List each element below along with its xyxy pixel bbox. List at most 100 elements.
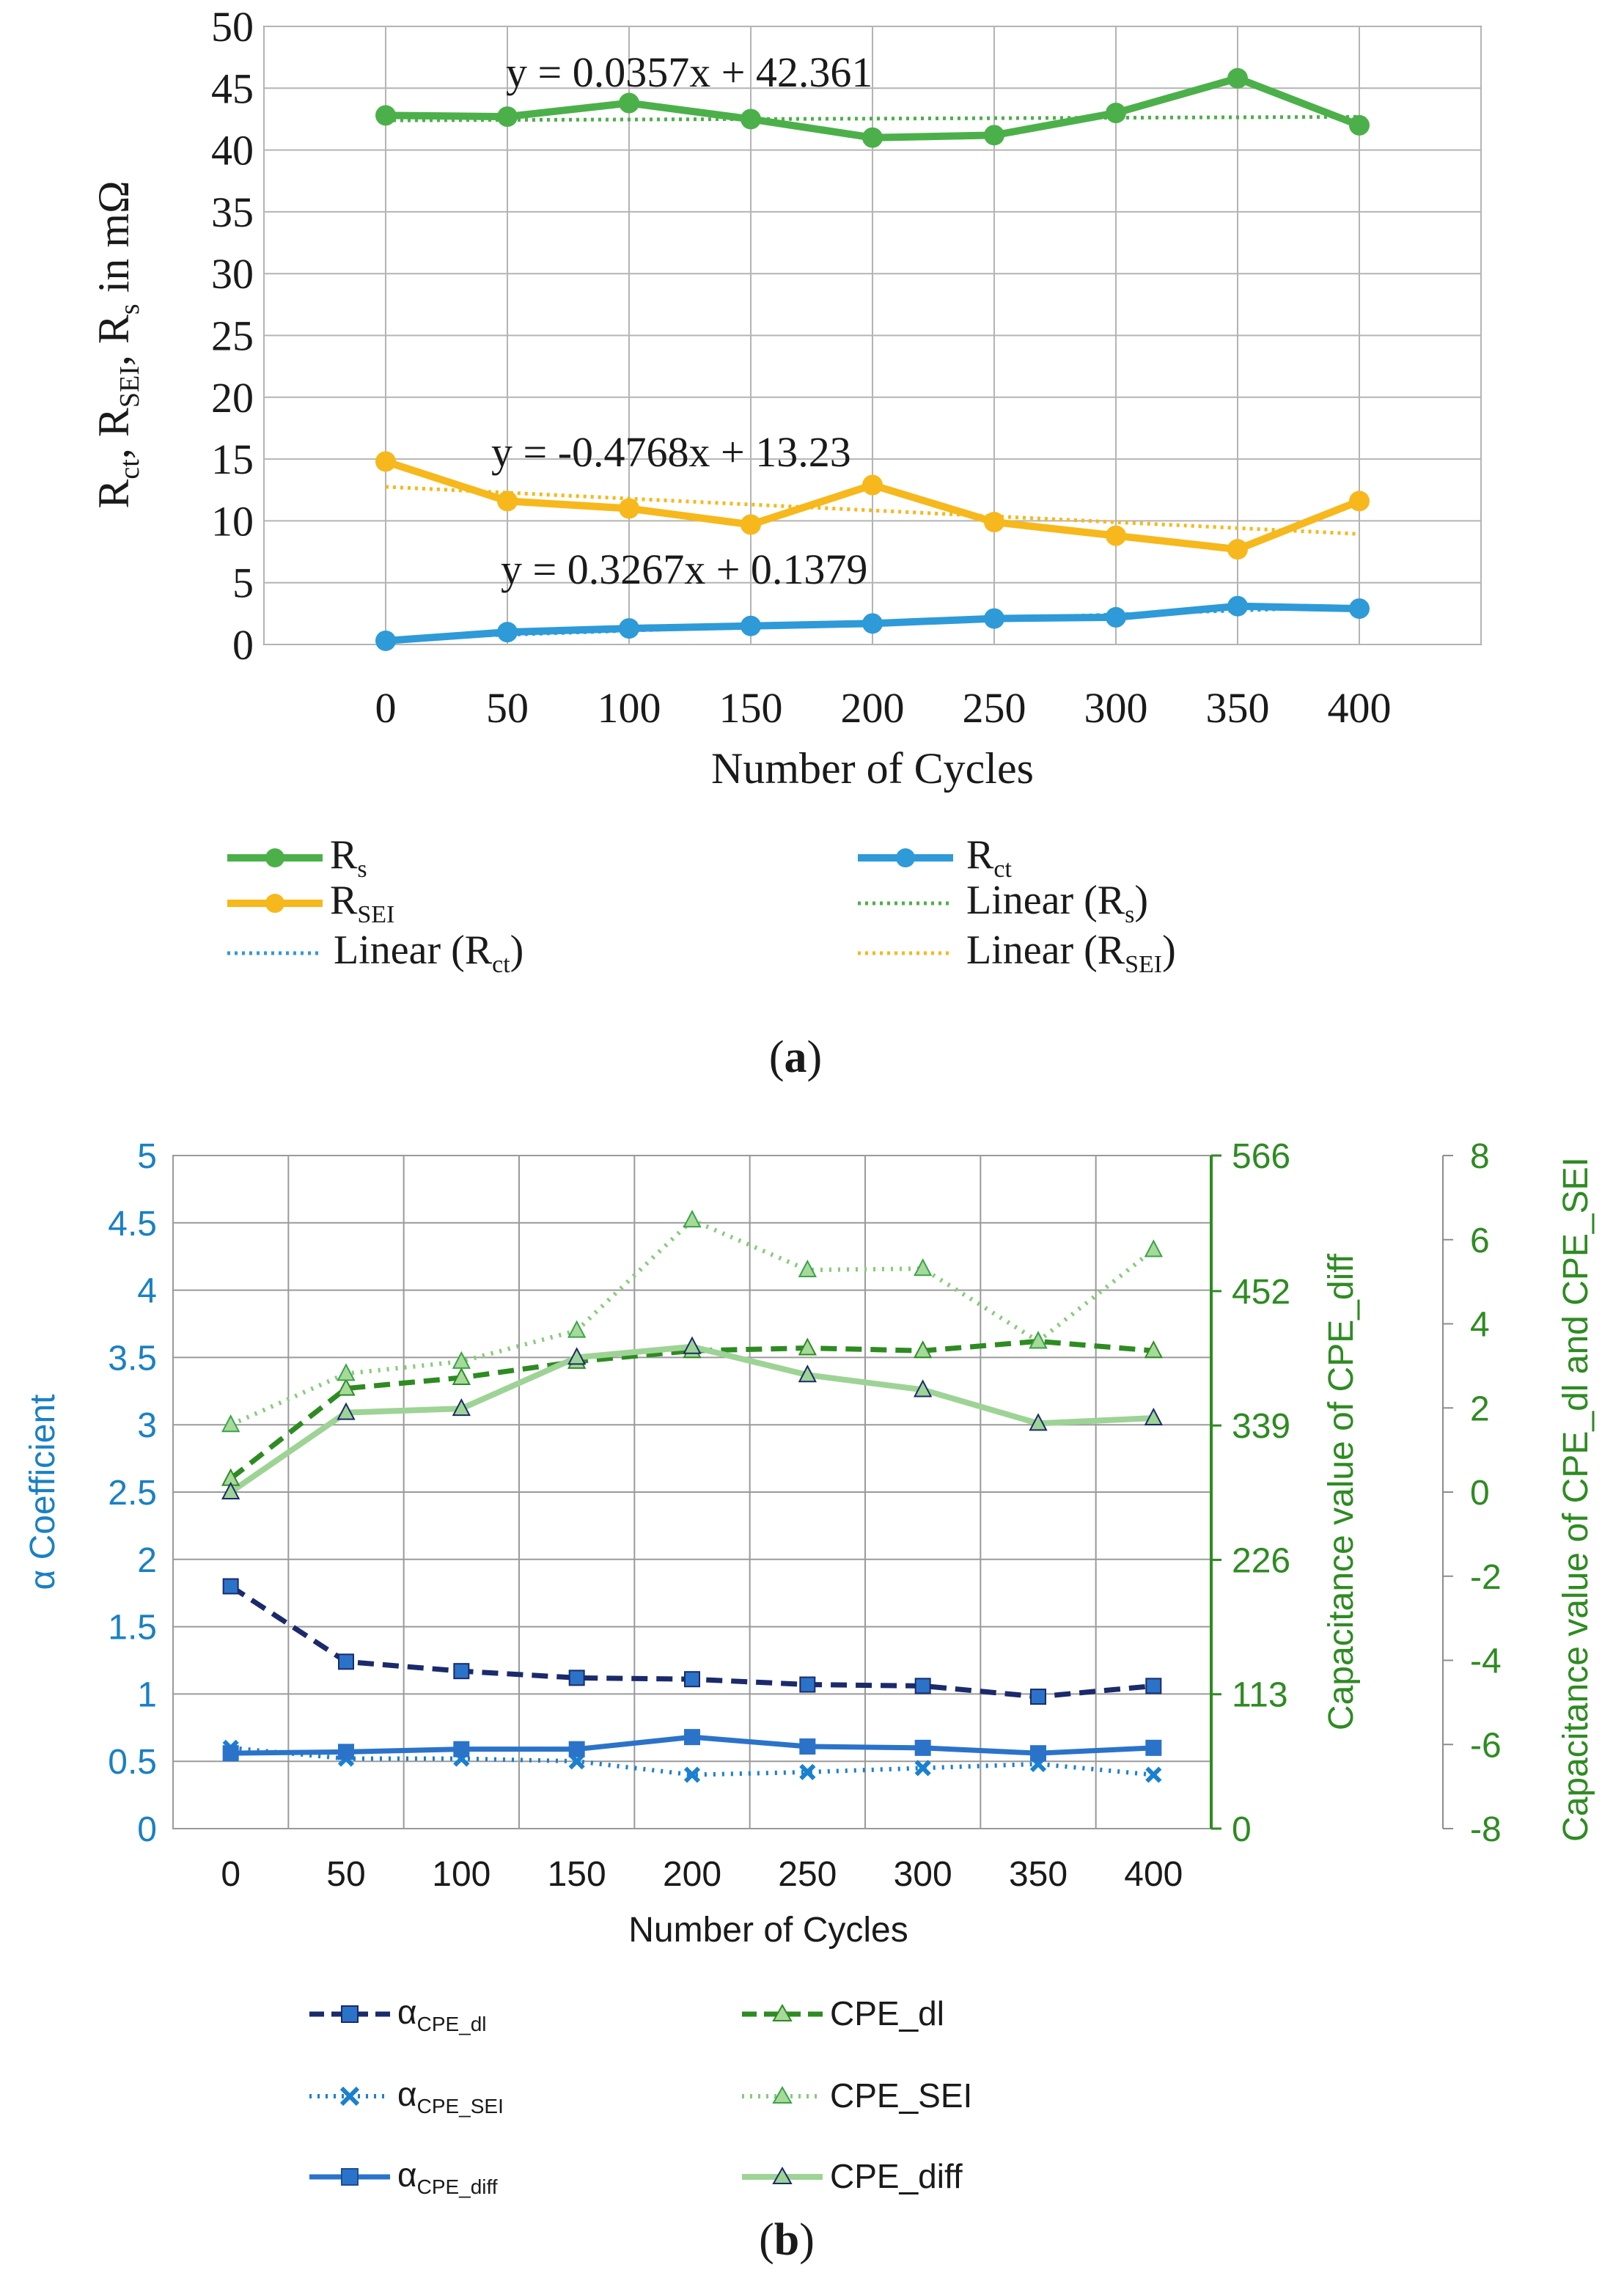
x-tick-label-b: 350 bbox=[1009, 1855, 1068, 1894]
legend-b-alpha-sei-marker bbox=[339, 2086, 360, 2106]
point-cpe-diff bbox=[798, 1364, 817, 1383]
x-tick-label-a: 100 bbox=[598, 684, 661, 732]
legend-b-cpe-diff: CPE_diff bbox=[742, 2157, 963, 2195]
chart-a-x-ticks: 0 50 100 150 200 250 300 350 400 bbox=[375, 684, 1392, 732]
point-cpe-diff bbox=[567, 1347, 587, 1365]
legend-b-alpha-sei-label: αCPE_SEI bbox=[397, 2075, 504, 2117]
point-rct bbox=[741, 615, 761, 636]
right1-tick-label-b: 452 bbox=[1232, 1273, 1290, 1312]
legend-a-rct-label: Rct bbox=[966, 832, 1012, 883]
point-rs bbox=[741, 109, 761, 130]
right2-tick-label-b: -8 bbox=[1470, 1810, 1502, 1849]
point-rs bbox=[375, 105, 396, 126]
chart-b-right1-ticks: 0 113 226 339 452 566 bbox=[1211, 1137, 1290, 1849]
point-rs bbox=[497, 106, 518, 128]
point-rct bbox=[375, 630, 396, 651]
y-tick-label-a: 15 bbox=[211, 436, 254, 483]
ylabel-r1: R bbox=[89, 480, 138, 509]
point-cpe-sei bbox=[221, 1414, 240, 1433]
left-tick-label-b: 1.5 bbox=[108, 1609, 157, 1648]
point-rs bbox=[984, 125, 1004, 146]
left-tick-label-b: 2.5 bbox=[108, 1474, 157, 1513]
point-rs bbox=[1106, 103, 1126, 124]
point-cpe-diff bbox=[1029, 1413, 1048, 1431]
point--cpe-diff bbox=[684, 1729, 700, 1746]
legend-b-alpha-dl-marker bbox=[341, 2005, 359, 2023]
legend-b-cpe-sei-label: CPE_SEI bbox=[830, 2076, 972, 2115]
point--cpe-dl bbox=[338, 1653, 354, 1670]
x-tick-label-b: 400 bbox=[1124, 1855, 1183, 1894]
point-cpe-sei bbox=[914, 1258, 933, 1277]
left-tick-label-b: 3 bbox=[137, 1406, 157, 1445]
point-rct bbox=[1227, 595, 1248, 617]
ylabel-s2: SEI bbox=[114, 366, 145, 408]
point-cpe-diff bbox=[452, 1398, 471, 1417]
point--cpe-diff bbox=[799, 1738, 816, 1755]
caption-a: (a) bbox=[769, 1032, 822, 1082]
point-cpe-dl bbox=[798, 1337, 817, 1356]
chart-b-x-axis-label: Number of Cycles bbox=[628, 1911, 908, 1950]
point--cpe-sei bbox=[914, 1760, 931, 1777]
chart-b-right1-axis-label: Capacitance value of CPE_diff bbox=[1322, 1253, 1361, 1730]
point-cpe-sei bbox=[683, 1209, 702, 1228]
point--cpe-diff bbox=[1030, 1745, 1046, 1762]
y-tick-label-a: 25 bbox=[211, 312, 254, 360]
legend-a-linear-rct-label: Linear (Rct) bbox=[334, 928, 523, 978]
point--cpe-diff bbox=[568, 1741, 585, 1757]
point--cpe-dl bbox=[1030, 1689, 1046, 1705]
point-rct bbox=[862, 613, 883, 634]
point-cpe-dl bbox=[1144, 1340, 1163, 1359]
legend-b-cpe-dl-label: CPE_dl bbox=[830, 1994, 944, 2032]
chart-a: 0 5 10 15 20 25 30 35 40 45 50 0 50 100 150 200 250 300 3… bbox=[89, 3, 1482, 1082]
point-cpe-dl bbox=[337, 1378, 356, 1396]
point--cpe-dl bbox=[1145, 1678, 1162, 1694]
legend-a-linear-rs: Linear (Rs) bbox=[858, 878, 1148, 928]
x-tick-label-b: 200 bbox=[663, 1855, 721, 1894]
legend-b-alpha-sei: αCPE_SEI bbox=[309, 2075, 504, 2117]
x-tick-label-b: 150 bbox=[548, 1855, 606, 1894]
point--cpe-dl bbox=[684, 1671, 700, 1688]
ylabel-r3: R bbox=[89, 315, 138, 344]
point-cpe-sei bbox=[1029, 1331, 1048, 1349]
x-tick-label-a: 300 bbox=[1084, 684, 1148, 732]
point-rct bbox=[619, 618, 639, 639]
chart-b-x-ticks: 0 50 100 150 200 250 300 350 400 bbox=[221, 1855, 1183, 1894]
point--cpe-sei bbox=[799, 1763, 816, 1781]
legend-b-alpha-dl: αCPE_dl bbox=[309, 1993, 487, 2035]
point--cpe-dl bbox=[799, 1676, 816, 1693]
x-tick-label-a: 400 bbox=[1328, 684, 1392, 732]
trendline-linear-rs- bbox=[385, 114, 1360, 122]
y-tick-label-a: 45 bbox=[211, 65, 254, 112]
legend-b-alpha-diff-marker bbox=[341, 2168, 359, 2186]
left-tick-label-b: 0.5 bbox=[108, 1743, 157, 1782]
y-tick-label-a: 35 bbox=[211, 188, 254, 236]
point-rs bbox=[862, 127, 883, 148]
point--cpe-diff bbox=[338, 1744, 354, 1760]
right1-tick-label-b: 339 bbox=[1232, 1407, 1290, 1446]
x-tick-label-a: 200 bbox=[841, 684, 905, 732]
point-cpe-sei bbox=[337, 1363, 356, 1381]
legend-b-cpe-sei: CPE_SEI bbox=[742, 2076, 972, 2115]
legend-a-linear-rct: Linear (Rct) bbox=[227, 928, 523, 978]
legend-a-rsei: RSEI bbox=[227, 878, 394, 928]
x-tick-label-a: 0 bbox=[375, 684, 397, 732]
legend-a-rsei-label: RSEI bbox=[330, 878, 394, 928]
legend-a-rs: Rs bbox=[227, 832, 367, 883]
legend-b-alpha-dl-label: αCPE_dl bbox=[397, 1993, 487, 2035]
left-tick-label-b: 1 bbox=[137, 1675, 157, 1714]
point-rsei bbox=[619, 498, 639, 519]
chart-b-series bbox=[221, 1209, 1163, 1783]
point-rsei bbox=[497, 491, 518, 512]
equation-linear-rct-: y = 0.3267x + 0.1379 bbox=[501, 546, 867, 593]
point-rsei bbox=[375, 451, 396, 472]
right2-tick-label-b: 0 bbox=[1470, 1474, 1490, 1513]
chart-a-x-axis-label: Number of Cycles bbox=[711, 744, 1034, 793]
point-rs bbox=[1349, 114, 1370, 136]
legend-b-cpe-diff-label: CPE_diff bbox=[830, 2157, 963, 2195]
right1-tick-label-b: 566 bbox=[1232, 1137, 1290, 1176]
right2-tick-label-b: 4 bbox=[1470, 1306, 1490, 1345]
right2-tick-label-b: 8 bbox=[1470, 1137, 1490, 1176]
ylabel-s1: ct bbox=[114, 459, 145, 480]
right1-tick-label-b: 0 bbox=[1232, 1810, 1252, 1849]
left-tick-label-b: 0 bbox=[137, 1810, 157, 1849]
